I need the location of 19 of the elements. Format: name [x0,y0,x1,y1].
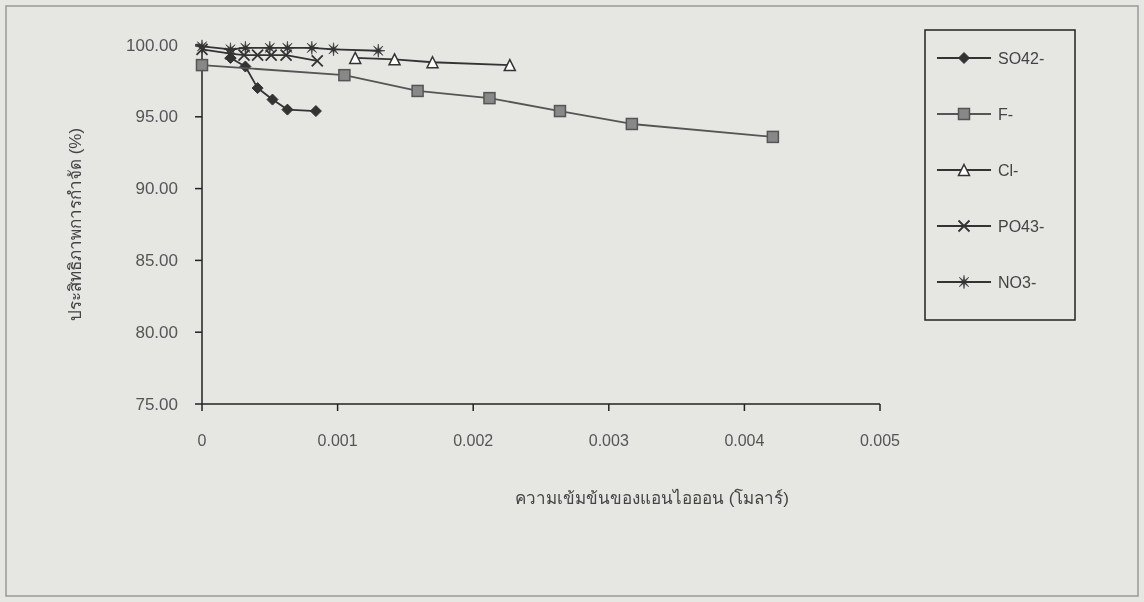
y-tick-label: 90.00 [135,179,178,199]
x-tick-label: 0 [197,431,207,449]
y-tick-label: 75.00 [135,394,178,414]
legend-label: F- [998,105,1014,123]
y-axis-title: ประสิทธิภาพการกำจัด (%) [65,127,85,322]
y-tick-label: 80.00 [135,322,178,342]
legend-label: SO42- [998,49,1045,67]
y-tick-label: 100.00 [126,35,178,55]
x-tick-label: 0.001 [317,431,358,449]
x-tick-label: 0.004 [724,431,765,449]
y-tick-label: 85.00 [135,250,178,270]
x-tick-label: 0.003 [588,431,629,449]
legend-label: PO43- [998,217,1045,235]
legend-label: Cl- [998,161,1019,179]
x-tick-label: 0.002 [453,431,494,449]
x-axis-title: ความเข้มข้นของแอนไอออน (โมลาร์) [514,487,790,508]
legend-label: NO3- [998,273,1037,291]
y-tick-label: 95.00 [135,107,178,127]
x-tick-label: 0.005 [859,431,901,449]
